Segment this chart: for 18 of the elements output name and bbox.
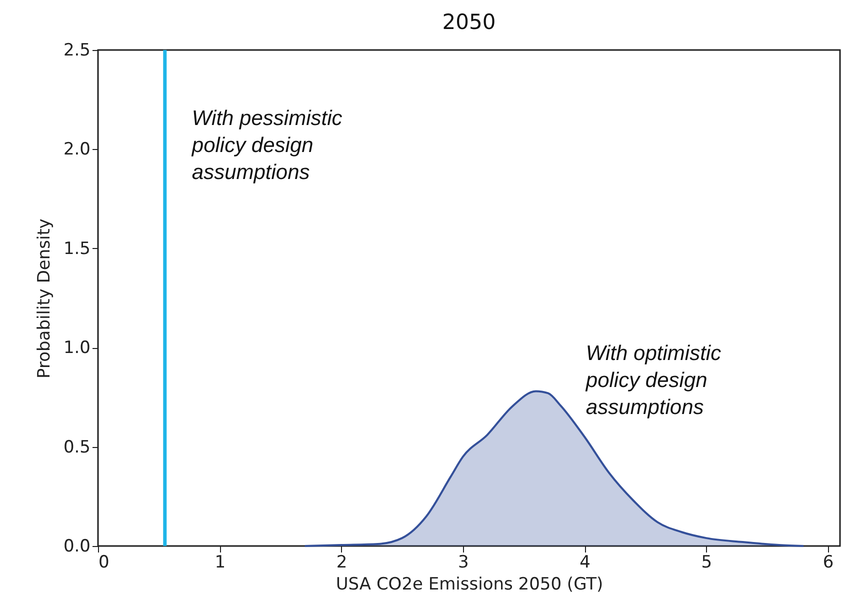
y-axis-title: Probability Density: [34, 218, 54, 378]
y-tick-label: 2.5: [63, 40, 90, 60]
y-tick-label: 1.0: [63, 338, 90, 358]
y-tick-label: 0.0: [63, 536, 90, 556]
x-axis-title: USA CO2e Emissions 2050 (GT): [336, 574, 604, 594]
x-tick-label: 6: [822, 552, 834, 572]
x-tick-label: 0: [98, 552, 110, 572]
x-tick-label: 5: [701, 552, 712, 572]
x-tick-label: 3: [458, 552, 469, 572]
x-tick-label: 2: [336, 552, 348, 572]
y-tick-label: 1.5: [63, 238, 90, 259]
series-label: With optimistic policy design assumptions: [584, 342, 722, 420]
x-tick-label: 4: [580, 552, 590, 572]
y-tick-label: 2.0: [63, 140, 90, 160]
chart-title: 2050: [442, 10, 496, 34]
ref-line-label: With pessimistic policy design assumptions: [190, 107, 343, 184]
y-tick-label: 0.5: [63, 437, 90, 458]
x-tick-label: 1: [214, 552, 226, 572]
